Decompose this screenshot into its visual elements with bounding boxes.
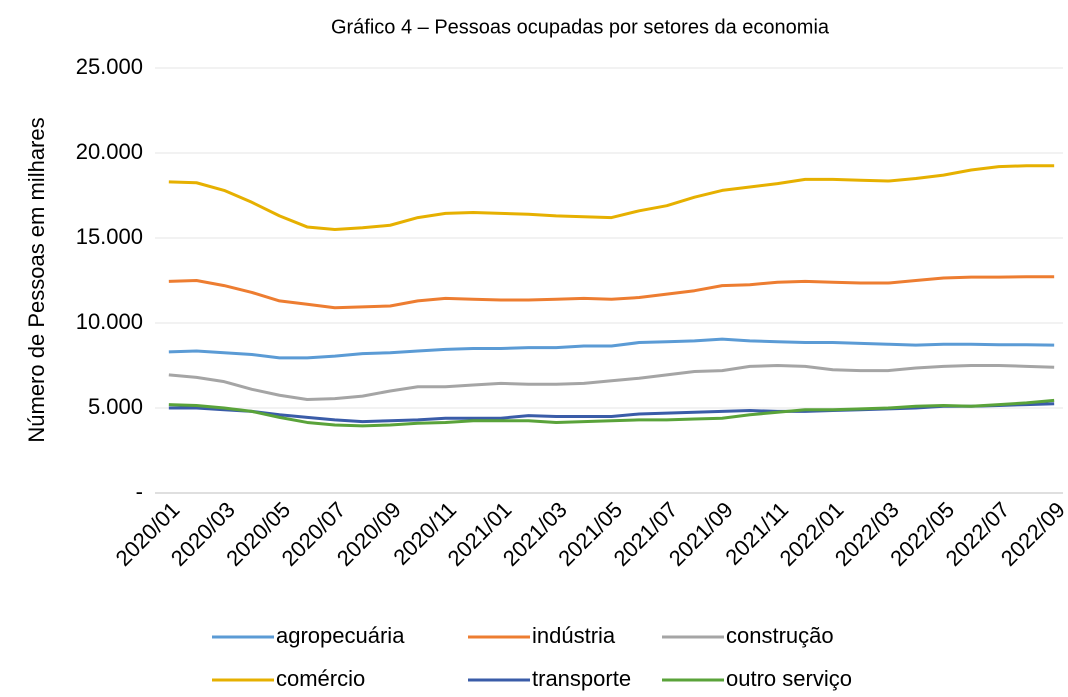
series-line: [168, 275, 1055, 310]
legend-label: outro serviço: [726, 666, 852, 691]
series-line: [168, 337, 1055, 360]
series-line: [168, 364, 1055, 401]
legend-label: indústria: [532, 623, 616, 648]
series-line: [168, 398, 1055, 428]
y-tick-label: -: [136, 479, 143, 504]
y-tick-label: 25.000: [76, 54, 143, 79]
y-tick-label: 15.000: [76, 224, 143, 249]
legend-label: agropecuária: [276, 623, 405, 648]
y-tick-label: 20.000: [76, 139, 143, 164]
chart-title: Gráfico 4 – Pessoas ocupadas por setores…: [331, 16, 830, 38]
legend-label: transporte: [532, 666, 631, 691]
legend-label: comércio: [276, 666, 365, 691]
y-axis-label: Número de Pessoas em milhares: [24, 117, 49, 442]
legend-label: construção: [726, 623, 834, 648]
y-tick-label: 10.000: [76, 309, 143, 334]
series-line: [168, 164, 1055, 231]
y-tick-label: 5.000: [88, 394, 143, 419]
